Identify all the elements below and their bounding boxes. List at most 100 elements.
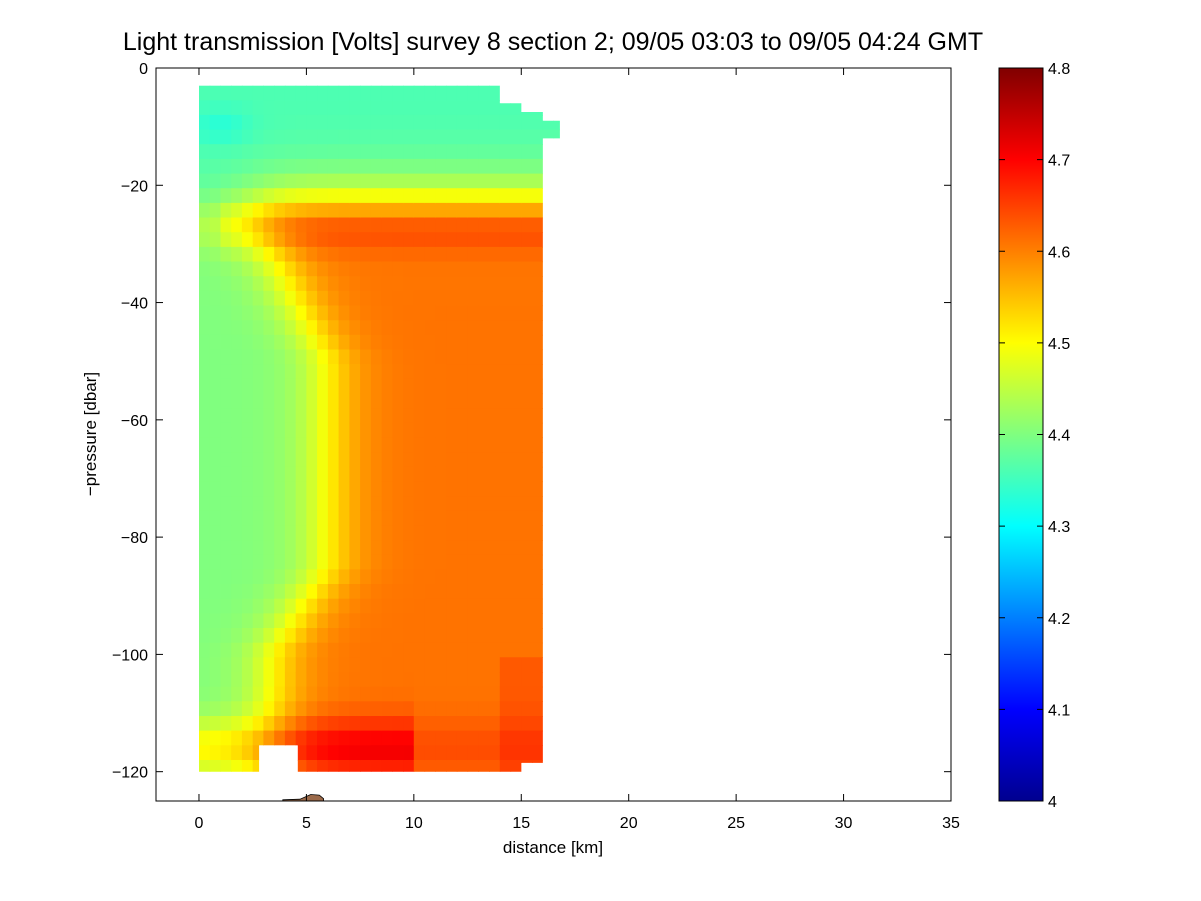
heatmap-cell [521, 378, 533, 395]
heatmap-cell [306, 569, 318, 585]
heatmap-cell [478, 657, 490, 673]
heatmap-cell [446, 100, 458, 116]
heatmap-cell [349, 686, 361, 702]
heatmap-cell [403, 85, 415, 101]
heatmap-cell [521, 642, 533, 658]
heatmap-cell [467, 730, 479, 746]
heatmap-cell [349, 657, 361, 673]
heatmap-cell [306, 114, 318, 131]
heatmap-cell [199, 261, 211, 277]
heatmap-cell [381, 188, 393, 204]
heatmap-cell [274, 437, 286, 453]
heatmap-cell [349, 730, 361, 746]
heatmap-cell [327, 760, 340, 772]
heatmap-cell [403, 422, 415, 439]
heatmap-cell [413, 730, 426, 746]
heatmap-cell [327, 628, 340, 644]
heatmap-cell [499, 320, 512, 336]
heatmap-cell [252, 85, 264, 101]
heatmap-cell [521, 217, 533, 233]
heatmap-cell [241, 173, 254, 189]
heatmap-cell [478, 745, 490, 761]
heatmap-cell [392, 598, 404, 614]
heatmap-cell [360, 202, 372, 219]
heatmap-cell [510, 466, 522, 483]
heatmap-cell [349, 642, 361, 658]
heatmap-cell [274, 510, 286, 526]
heatmap-cell [403, 540, 415, 556]
heatmap-cell [199, 144, 211, 160]
heatmap-cell [510, 114, 522, 131]
heatmap-cell [284, 188, 297, 204]
heatmap-cell [317, 554, 329, 570]
heatmap-cell [252, 378, 264, 395]
heatmap-cell [220, 452, 232, 468]
heatmap-cell [403, 657, 415, 673]
heatmap-cell [392, 100, 404, 116]
heatmap-cell [263, 554, 275, 570]
heatmap-cell [360, 657, 372, 673]
heatmap-cell [446, 657, 458, 673]
heatmap-cell [392, 701, 404, 717]
heatmap-cell [338, 569, 350, 585]
heatmap-cell [532, 129, 544, 145]
heatmap-cell [510, 657, 522, 673]
heatmap-cell [370, 129, 383, 145]
heatmap-cell [241, 730, 254, 746]
heatmap-cell [510, 584, 522, 600]
heatmap-cell [403, 246, 415, 263]
heatmap-cell [413, 510, 426, 526]
heatmap-cell [231, 525, 243, 541]
heatmap-cell [349, 466, 361, 483]
heatmap-cell [403, 701, 415, 717]
heatmap-cell [317, 305, 329, 321]
heatmap-cell [284, 422, 297, 439]
heatmap-cell [317, 261, 329, 277]
heatmap-cell [370, 305, 383, 321]
heatmap-cell [413, 232, 426, 248]
heatmap-cell [295, 584, 307, 600]
heatmap-cell [381, 290, 393, 307]
heatmap-cell [220, 642, 232, 658]
heatmap-cell [338, 598, 350, 614]
heatmap-cell [295, 378, 307, 395]
heatmap-cell [370, 232, 383, 248]
heatmap-cell [413, 701, 426, 717]
heatmap-cell [521, 613, 533, 629]
heatmap-cell [521, 188, 533, 204]
heatmap-cell [435, 261, 447, 277]
heatmap-cell [553, 129, 560, 145]
heatmap-cell [295, 760, 307, 772]
heatmap-cell [392, 393, 404, 409]
heatmap-cell [370, 261, 383, 277]
heatmap-cell [424, 510, 436, 526]
heatmap-cell [209, 276, 221, 292]
heatmap-cell [456, 730, 469, 746]
heatmap-cell [499, 144, 512, 160]
heatmap-cell [435, 569, 447, 585]
heatmap-cell [370, 320, 383, 336]
heatmap-cell [263, 217, 275, 233]
heatmap-cell [424, 628, 436, 644]
heatmap-cell [274, 466, 286, 483]
heatmap-cell [199, 232, 211, 248]
heatmap-cell [370, 701, 383, 717]
heatmap-cell [381, 393, 393, 409]
heatmap-cell [381, 422, 393, 439]
heatmap-cell [467, 129, 479, 145]
heatmap-cell [231, 290, 243, 307]
heatmap-cell [263, 628, 275, 644]
heatmap-cell [413, 422, 426, 439]
heatmap-cell [317, 364, 329, 380]
heatmap-cell [489, 261, 501, 277]
heatmap-cell [284, 202, 297, 219]
heatmap-cell [199, 408, 211, 424]
heatmap-cell [349, 745, 361, 761]
heatmap-cell [532, 173, 544, 189]
heatmap-cell [499, 378, 512, 395]
heatmap-cell [220, 246, 232, 263]
heatmap-cell [241, 114, 254, 131]
heatmap-cell [424, 525, 436, 541]
heatmap-cell [349, 378, 361, 395]
heatmap-cell [284, 672, 297, 688]
